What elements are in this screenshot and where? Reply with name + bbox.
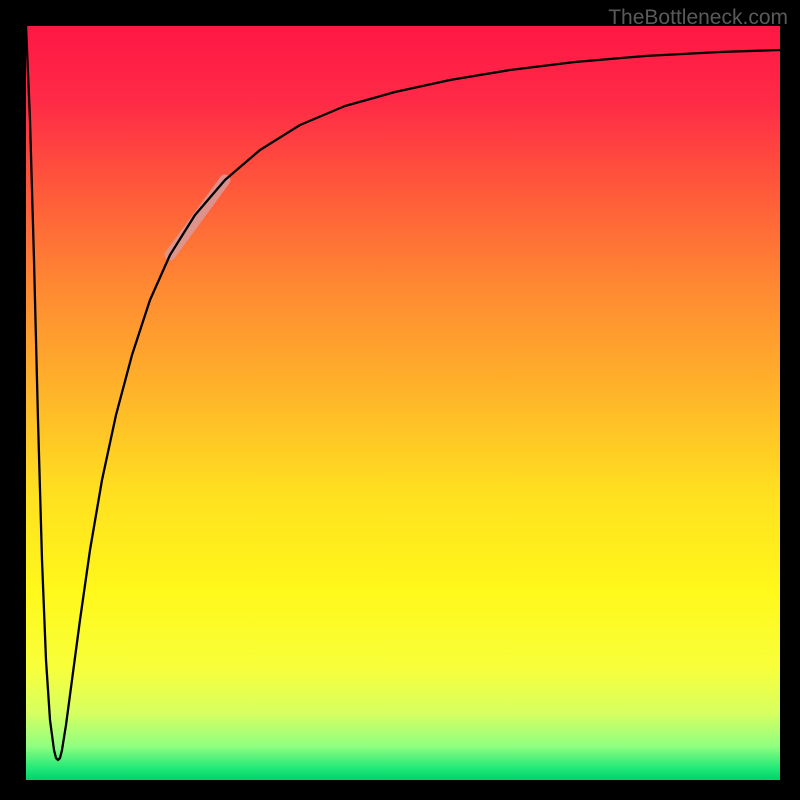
watermark-text: TheBottleneck.com [608,6,788,30]
bottleneck-chart [0,0,800,800]
plot-background [26,26,780,780]
